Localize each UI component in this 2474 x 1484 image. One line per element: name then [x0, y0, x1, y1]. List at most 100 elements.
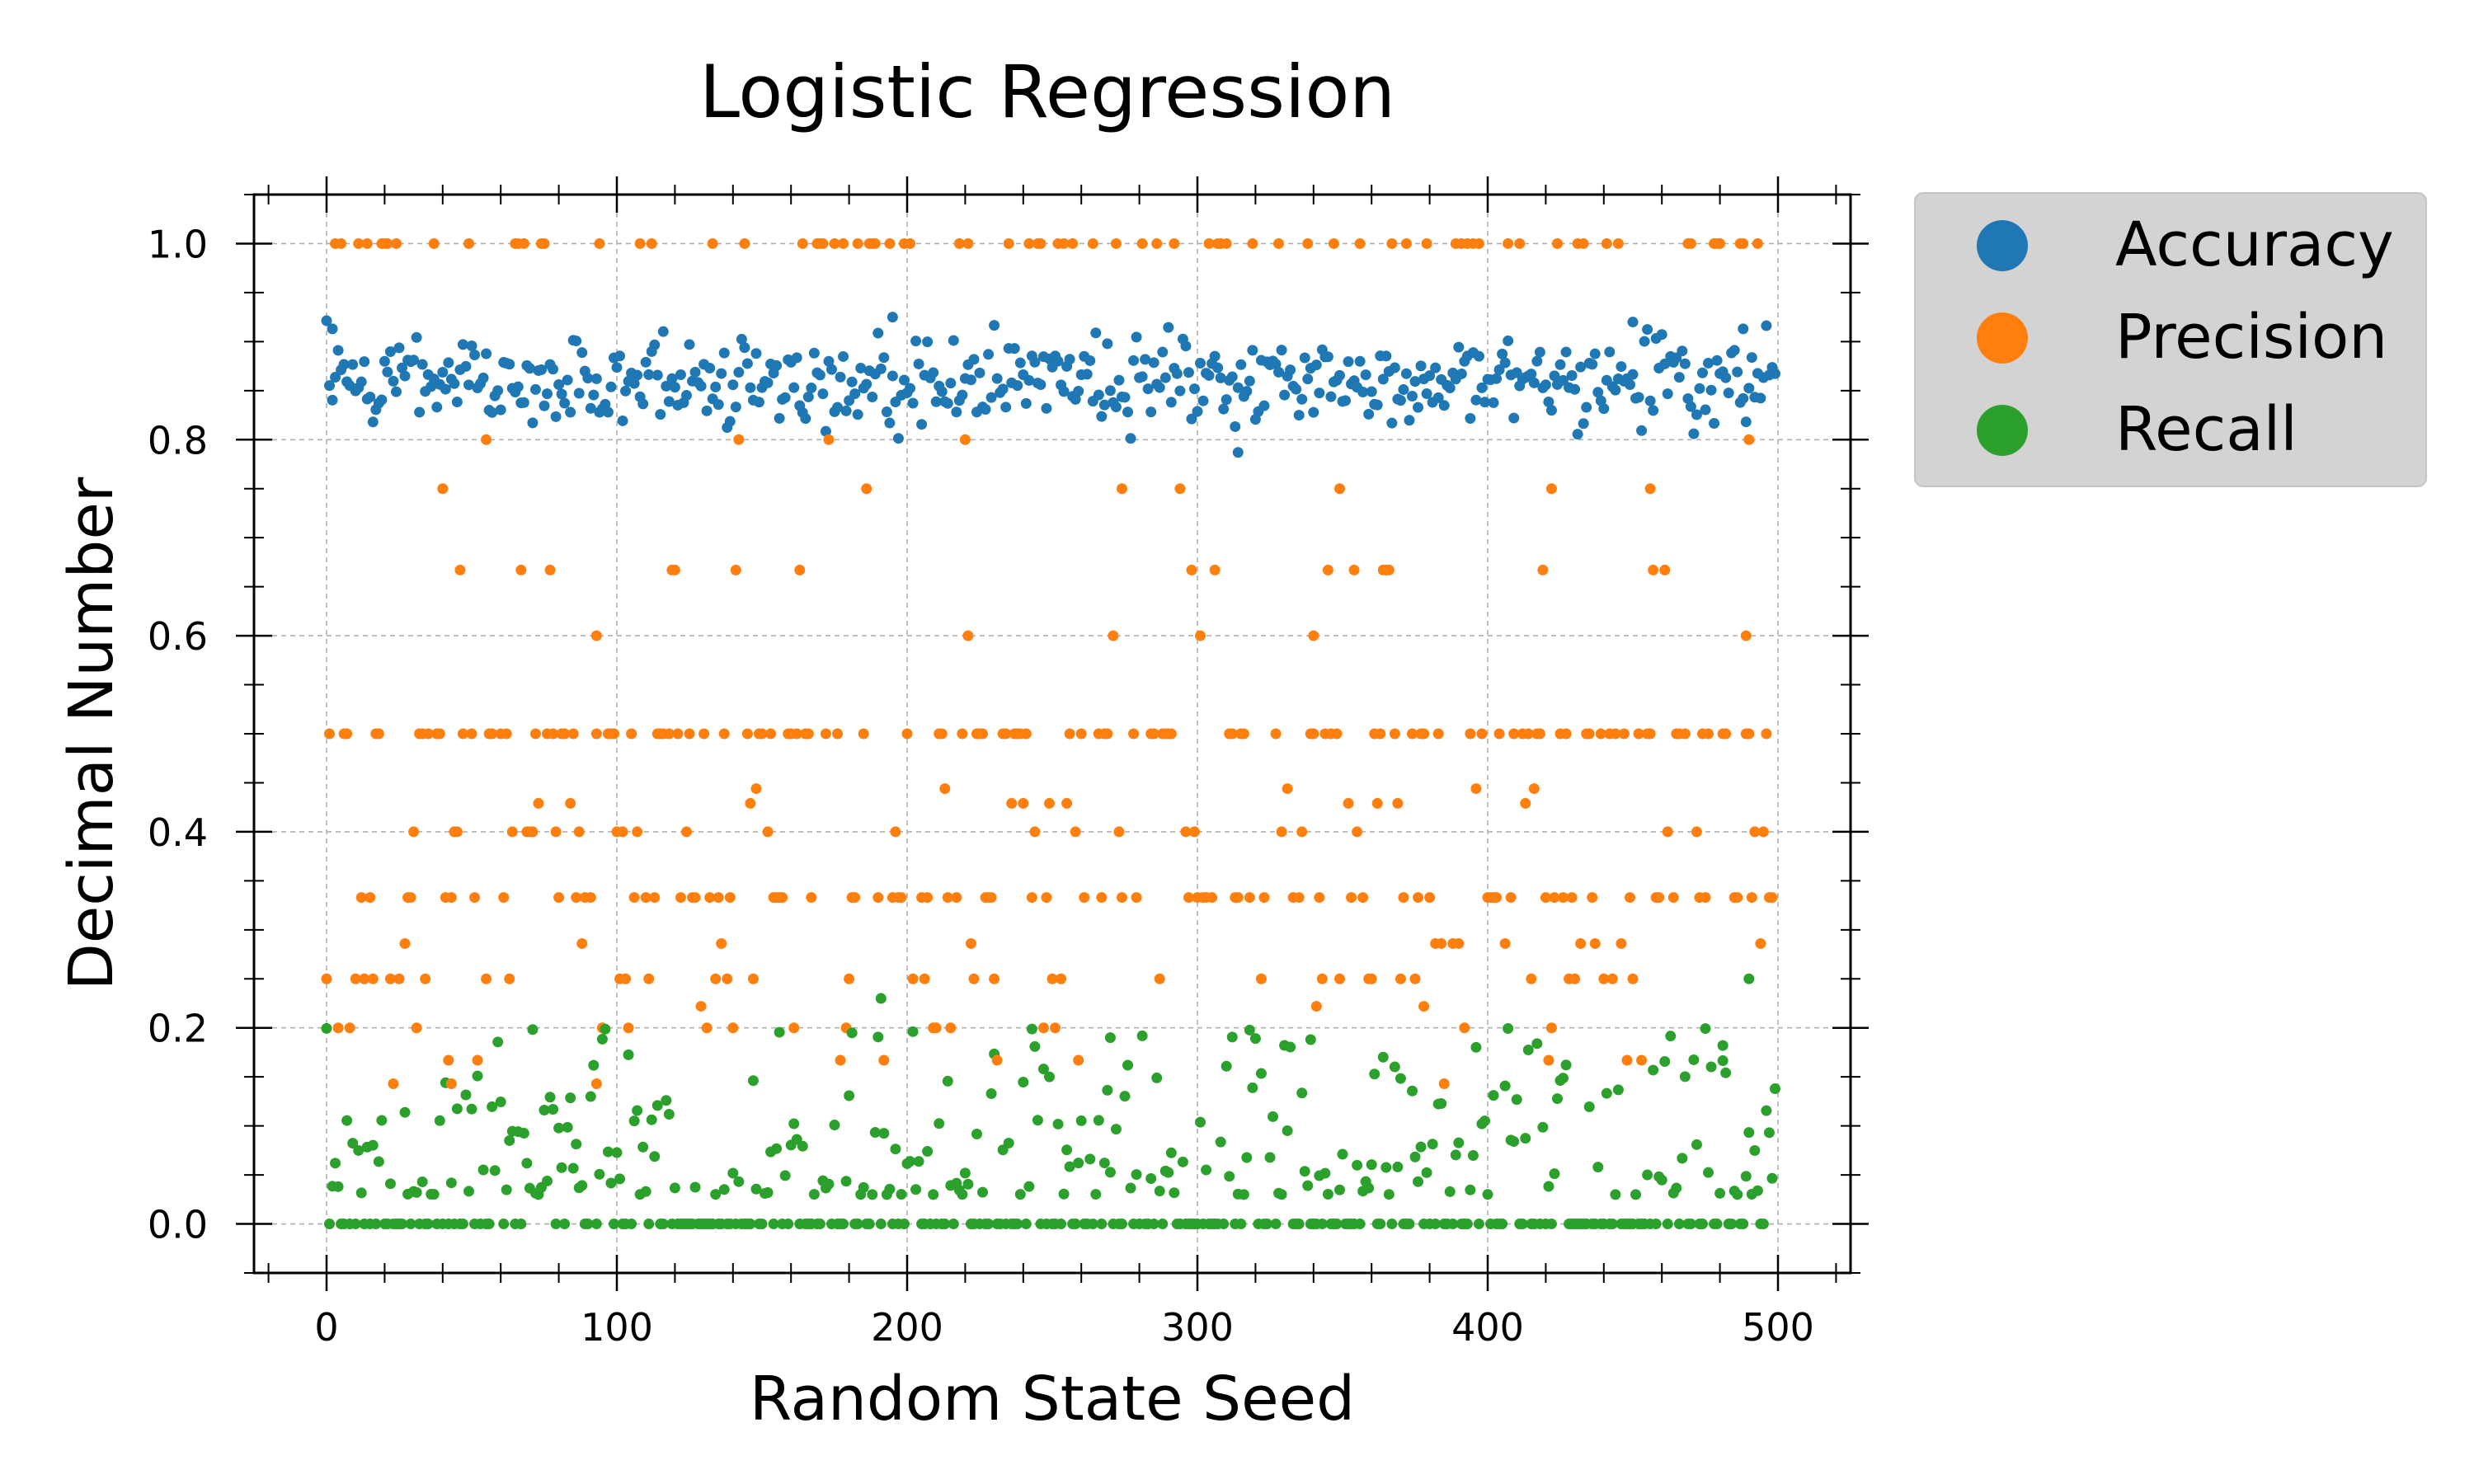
accuracy-point	[1386, 417, 1398, 429]
recall-point	[898, 1219, 910, 1230]
precision-point	[1612, 237, 1624, 249]
precision-point	[1743, 434, 1755, 445]
accuracy-point	[1142, 383, 1154, 395]
accuracy-point	[571, 336, 582, 347]
recall-point	[1093, 1115, 1104, 1126]
accuracy-point	[1096, 411, 1108, 422]
recall-point	[1116, 1219, 1127, 1230]
precision-point	[1424, 892, 1436, 904]
chart-title: Logistic Regression	[699, 49, 1395, 134]
precision-point	[1409, 973, 1421, 984]
accuracy-point	[324, 380, 336, 392]
recall-point	[1029, 1040, 1041, 1052]
precision-point	[1578, 237, 1589, 249]
accuracy-point	[585, 402, 596, 414]
accuracy-point	[582, 373, 594, 384]
accuracy-point	[680, 390, 692, 402]
precision-point	[1766, 892, 1778, 904]
precision-point	[1465, 728, 1476, 740]
accuracy-point	[974, 367, 985, 378]
accuracy-point	[437, 367, 449, 378]
precision-point	[533, 797, 544, 809]
recall-point	[1711, 1219, 1723, 1230]
recall-point	[457, 1219, 468, 1230]
precision-point	[1755, 937, 1766, 949]
accuracy-point	[1755, 392, 1766, 404]
precision-point	[646, 237, 657, 249]
accuracy-point	[1400, 368, 1412, 379]
precision-point	[626, 728, 637, 740]
precision-point	[1720, 728, 1732, 740]
accuracy-point	[539, 400, 550, 411]
accuracy-point	[1180, 340, 1192, 352]
precision-point	[487, 728, 498, 740]
accuracy-point	[640, 356, 651, 368]
accuracy-point	[388, 375, 399, 387]
precision-point	[1273, 237, 1285, 249]
recall-point	[1482, 1189, 1493, 1200]
precision-point	[1314, 892, 1325, 904]
recall-point	[1648, 1064, 1659, 1076]
recall-point	[1148, 1219, 1159, 1230]
accuracy-point	[1456, 368, 1467, 379]
precision-point	[922, 892, 934, 904]
accuracy-point	[1430, 362, 1442, 373]
precision-point	[1679, 728, 1691, 740]
recall-point	[1415, 1141, 1427, 1153]
recall-point	[1096, 1219, 1108, 1230]
accuracy-point	[1119, 392, 1131, 403]
recall-point	[1752, 1185, 1763, 1196]
x-axis-label: Random State Seed	[750, 1364, 1355, 1435]
recall-point	[1517, 1219, 1528, 1230]
precision-point	[1079, 892, 1090, 904]
precision-point	[1398, 892, 1409, 904]
precision-point	[1558, 892, 1569, 904]
recall-point	[733, 1176, 745, 1187]
accuracy-point	[411, 331, 422, 343]
recall-point	[640, 1186, 651, 1197]
precision-point	[445, 1078, 457, 1090]
accuracy-point	[1534, 346, 1545, 358]
accuracy-point	[1761, 320, 1772, 331]
accuracy-point	[1070, 393, 1081, 405]
recall-point	[611, 1147, 623, 1158]
accuracy-point	[1569, 383, 1581, 395]
recall-point	[762, 1186, 774, 1198]
accuracy-point	[1165, 397, 1177, 408]
recall-point	[1319, 1167, 1331, 1179]
precision-point	[594, 237, 605, 249]
precision-point	[1503, 237, 1514, 249]
recall-point	[872, 1031, 884, 1043]
precision-point	[1601, 237, 1612, 249]
accuracy-point	[1020, 397, 1032, 409]
precision-point	[1520, 797, 1531, 809]
recall-point	[1549, 1168, 1560, 1180]
accuracy-point	[1479, 397, 1490, 408]
precision-point	[1406, 728, 1418, 740]
accuracy-point	[495, 404, 506, 416]
recall-point	[867, 1189, 878, 1200]
accuracy-point	[840, 405, 852, 416]
accuracy-point	[1732, 366, 1743, 378]
accuracy-point	[1409, 376, 1421, 387]
accuracy-point	[1014, 357, 1026, 369]
precision-point	[1746, 892, 1757, 904]
accuracy-point	[1195, 358, 1206, 369]
precision-point	[1258, 892, 1270, 904]
accuracy-point	[1705, 384, 1717, 396]
recall-point	[934, 1118, 945, 1129]
recall-point	[600, 1023, 611, 1035]
recall-point	[1656, 1174, 1667, 1186]
precision-point	[1029, 826, 1041, 838]
precision-point	[367, 973, 379, 984]
precision-point	[544, 564, 556, 575]
recall-point	[913, 1156, 924, 1167]
accuracy-point	[1497, 348, 1508, 359]
precision-point	[701, 1022, 713, 1034]
recall-point	[1717, 1040, 1729, 1051]
recall-point	[771, 1143, 783, 1154]
recall-point	[1296, 1087, 1308, 1099]
precision-point	[907, 973, 919, 984]
accuracy-point	[527, 417, 539, 429]
precision-point	[643, 973, 655, 984]
